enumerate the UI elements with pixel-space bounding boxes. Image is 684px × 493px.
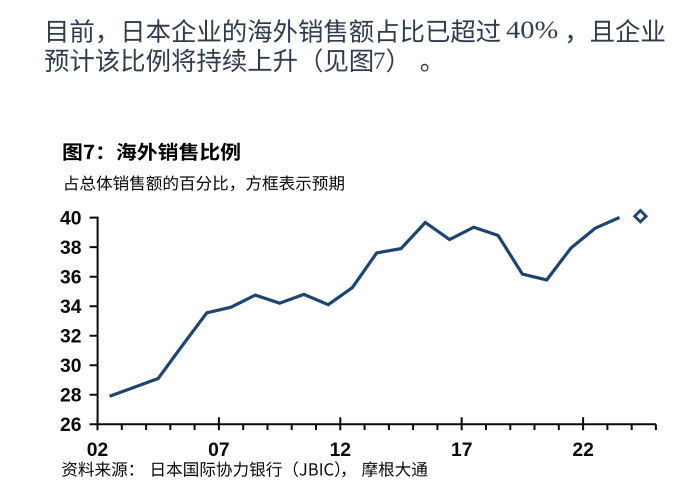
svg-text:32: 32: [60, 327, 81, 348]
svg-text:22: 22: [572, 440, 593, 461]
svg-text:26: 26: [60, 415, 82, 436]
svg-text:40: 40: [60, 208, 81, 229]
svg-text:12: 12: [330, 440, 351, 461]
svg-text:07: 07: [208, 440, 229, 461]
svg-text:38: 38: [60, 238, 82, 259]
svg-text:36: 36: [60, 267, 82, 288]
svg-text:02: 02: [87, 440, 108, 461]
svg-text:17: 17: [451, 440, 472, 461]
svg-text:28: 28: [60, 386, 82, 407]
svg-text:30: 30: [60, 356, 81, 377]
svg-text:34: 34: [60, 297, 82, 318]
